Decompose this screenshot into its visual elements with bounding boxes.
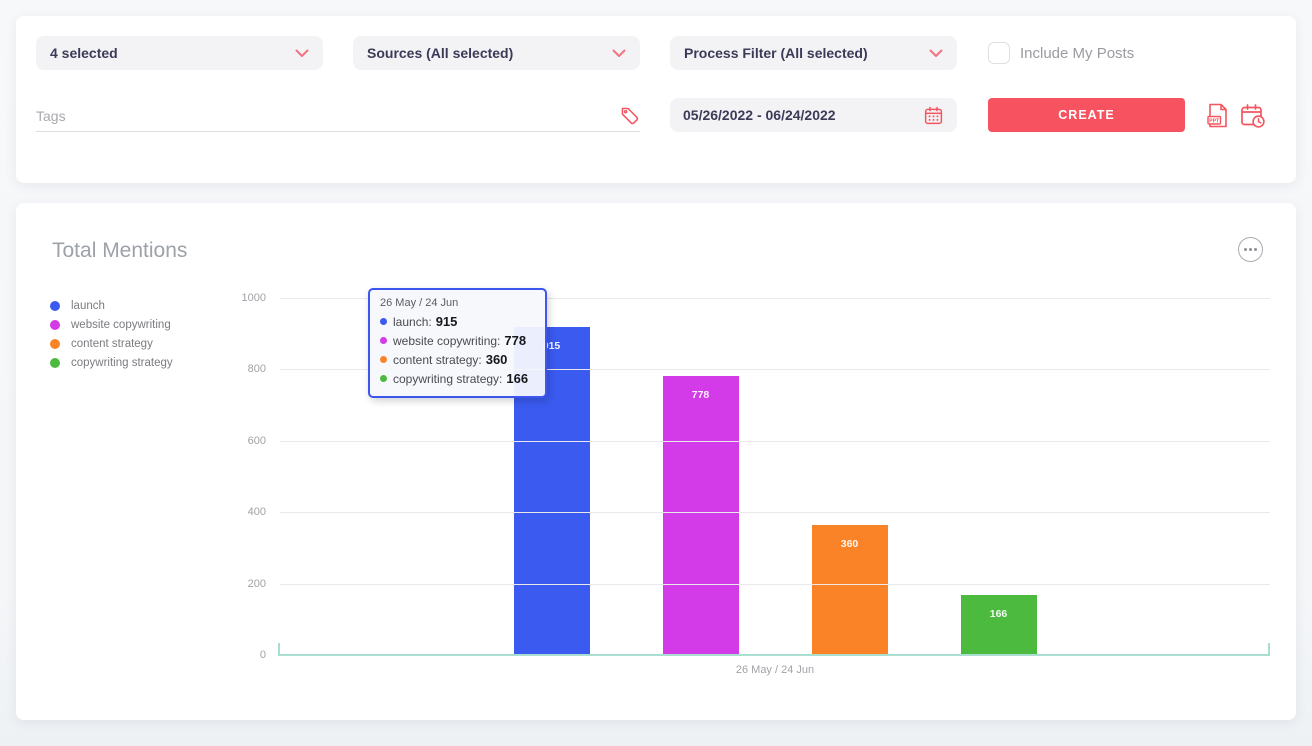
y-axis: 0 200 400 600 800 1000 — [186, 292, 266, 661]
sources-dropdown[interactable]: Sources (All selected) — [353, 36, 640, 70]
ppt-icon-label: PPT — [1209, 118, 1220, 124]
tooltip-value: 166 — [506, 371, 529, 386]
gridline — [280, 440, 1270, 442]
legend-label: copywriting strategy — [71, 356, 173, 369]
filter-bar-card: 4 selected Sources (All selected) Proces… — [16, 16, 1296, 183]
tooltip-label: content strategy: — [393, 352, 482, 367]
legend-item[interactable]: copywriting strategy — [50, 353, 173, 372]
legend-label: website copywriting — [71, 318, 171, 331]
process-filter-dropdown-label: Process Filter (All selected) — [684, 45, 868, 61]
tooltip-label: copywriting strategy: — [393, 371, 503, 386]
schedule-report-button[interactable] — [1239, 102, 1266, 129]
plot-area: 915 778 360 166 26 May / 24 Jun launch: 915 w… — [278, 288, 1270, 656]
bar-content-strategy[interactable]: 360 — [811, 525, 888, 654]
gridline — [280, 512, 1270, 514]
tooltip-dot-icon — [380, 318, 387, 325]
bar-value-label: 166 — [989, 607, 1008, 620]
ellipsis-icon — [1244, 248, 1247, 251]
tooltip-dot-icon — [380, 337, 387, 344]
gridline — [280, 298, 1270, 299]
tooltip-row: launch: 915 — [380, 312, 535, 331]
export-ppt-button[interactable]: PPT — [1204, 102, 1231, 129]
sources-dropdown-label: Sources (All selected) — [367, 45, 514, 61]
gridline — [280, 583, 1270, 585]
bar-website-copywriting[interactable]: 778 — [662, 376, 739, 654]
process-filter-dropdown[interactable]: Process Filter (All selected) — [670, 36, 957, 70]
include-my-posts-label: Include My Posts — [1020, 44, 1135, 62]
legend-dot-icon — [50, 338, 60, 349]
date-range-value: 05/26/2022 - 06/24/2022 — [683, 107, 836, 123]
chart-title: Total Mentions — [52, 239, 188, 262]
chart-legend: launch website copywriting content strateg… — [50, 296, 173, 372]
bar-copywriting-strategy[interactable]: 166 — [960, 594, 1037, 654]
legend-dot-icon — [50, 319, 60, 330]
bar-value-label: 915 — [542, 340, 561, 353]
tooltip-row: website copywriting: 778 — [380, 331, 535, 350]
create-button[interactable]: CREATE — [988, 98, 1185, 132]
tooltip-label: website copywriting: — [393, 333, 501, 348]
checkbox-box[interactable] — [988, 42, 1010, 64]
ppt-file-icon: PPT — [1207, 103, 1227, 128]
calendar-clock-icon — [1241, 104, 1265, 128]
legend-item[interactable]: content strategy — [50, 334, 173, 353]
tags-field — [36, 100, 640, 132]
chevron-down-icon — [295, 49, 309, 57]
tooltip-header: 26 May / 24 Jun — [380, 297, 459, 309]
y-tick-label: 200 — [247, 577, 266, 590]
include-my-posts-checkbox[interactable]: Include My Posts — [988, 42, 1134, 64]
tooltip-dot-icon — [380, 375, 387, 382]
date-range-picker[interactable]: 05/26/2022 - 06/24/2022 — [670, 98, 957, 132]
bar-value-label: 360 — [840, 538, 859, 551]
y-tick-label: 400 — [247, 506, 266, 519]
legend-item[interactable]: launch — [50, 296, 173, 315]
tooltip-row: content strategy: 360 — [380, 350, 535, 369]
tooltip-value: 360 — [485, 352, 508, 367]
tooltip-value: 778 — [504, 333, 527, 348]
keywords-dropdown-label: 4 selected — [50, 45, 118, 61]
tags-input[interactable] — [36, 107, 610, 124]
legend-dot-icon — [50, 357, 60, 368]
chevron-down-icon — [929, 49, 943, 57]
tooltip-dot-icon — [380, 356, 387, 363]
bars-container: 915 778 360 166 — [280, 298, 1270, 654]
legend-label: launch — [71, 299, 105, 312]
legend-dot-icon — [50, 300, 60, 311]
bar-value-label: 778 — [691, 389, 710, 402]
y-tick-label: 800 — [247, 363, 266, 376]
y-tick-label: 0 — [259, 649, 266, 661]
total-mentions-card: Total Mentions launch website copywriting… — [16, 203, 1296, 720]
gridline — [280, 369, 1270, 371]
tooltip-value: 915 — [435, 314, 458, 329]
tooltip-label: launch: — [393, 314, 432, 329]
legend-item[interactable]: website copywriting — [50, 315, 173, 334]
tooltip-row: copywriting strategy: 166 — [380, 369, 535, 388]
chart-tooltip: 26 May / 24 Jun launch: 915 website copywr… — [368, 288, 547, 398]
keywords-dropdown[interactable]: 4 selected — [36, 36, 323, 70]
legend-label: content strategy — [71, 337, 153, 350]
tooltip-rows: launch: 915 website copywriting: 778 content… — [380, 312, 535, 388]
calendar-icon — [924, 106, 943, 124]
x-axis-line — [278, 643, 1270, 656]
y-tick-label: 1000 — [241, 292, 266, 304]
more-options-button[interactable] — [1238, 237, 1263, 262]
y-tick-label: 600 — [247, 434, 266, 447]
chevron-down-icon — [612, 49, 626, 57]
x-axis-label: 26 May / 24 Jun — [735, 664, 815, 676]
tag-icon[interactable] — [618, 105, 640, 127]
